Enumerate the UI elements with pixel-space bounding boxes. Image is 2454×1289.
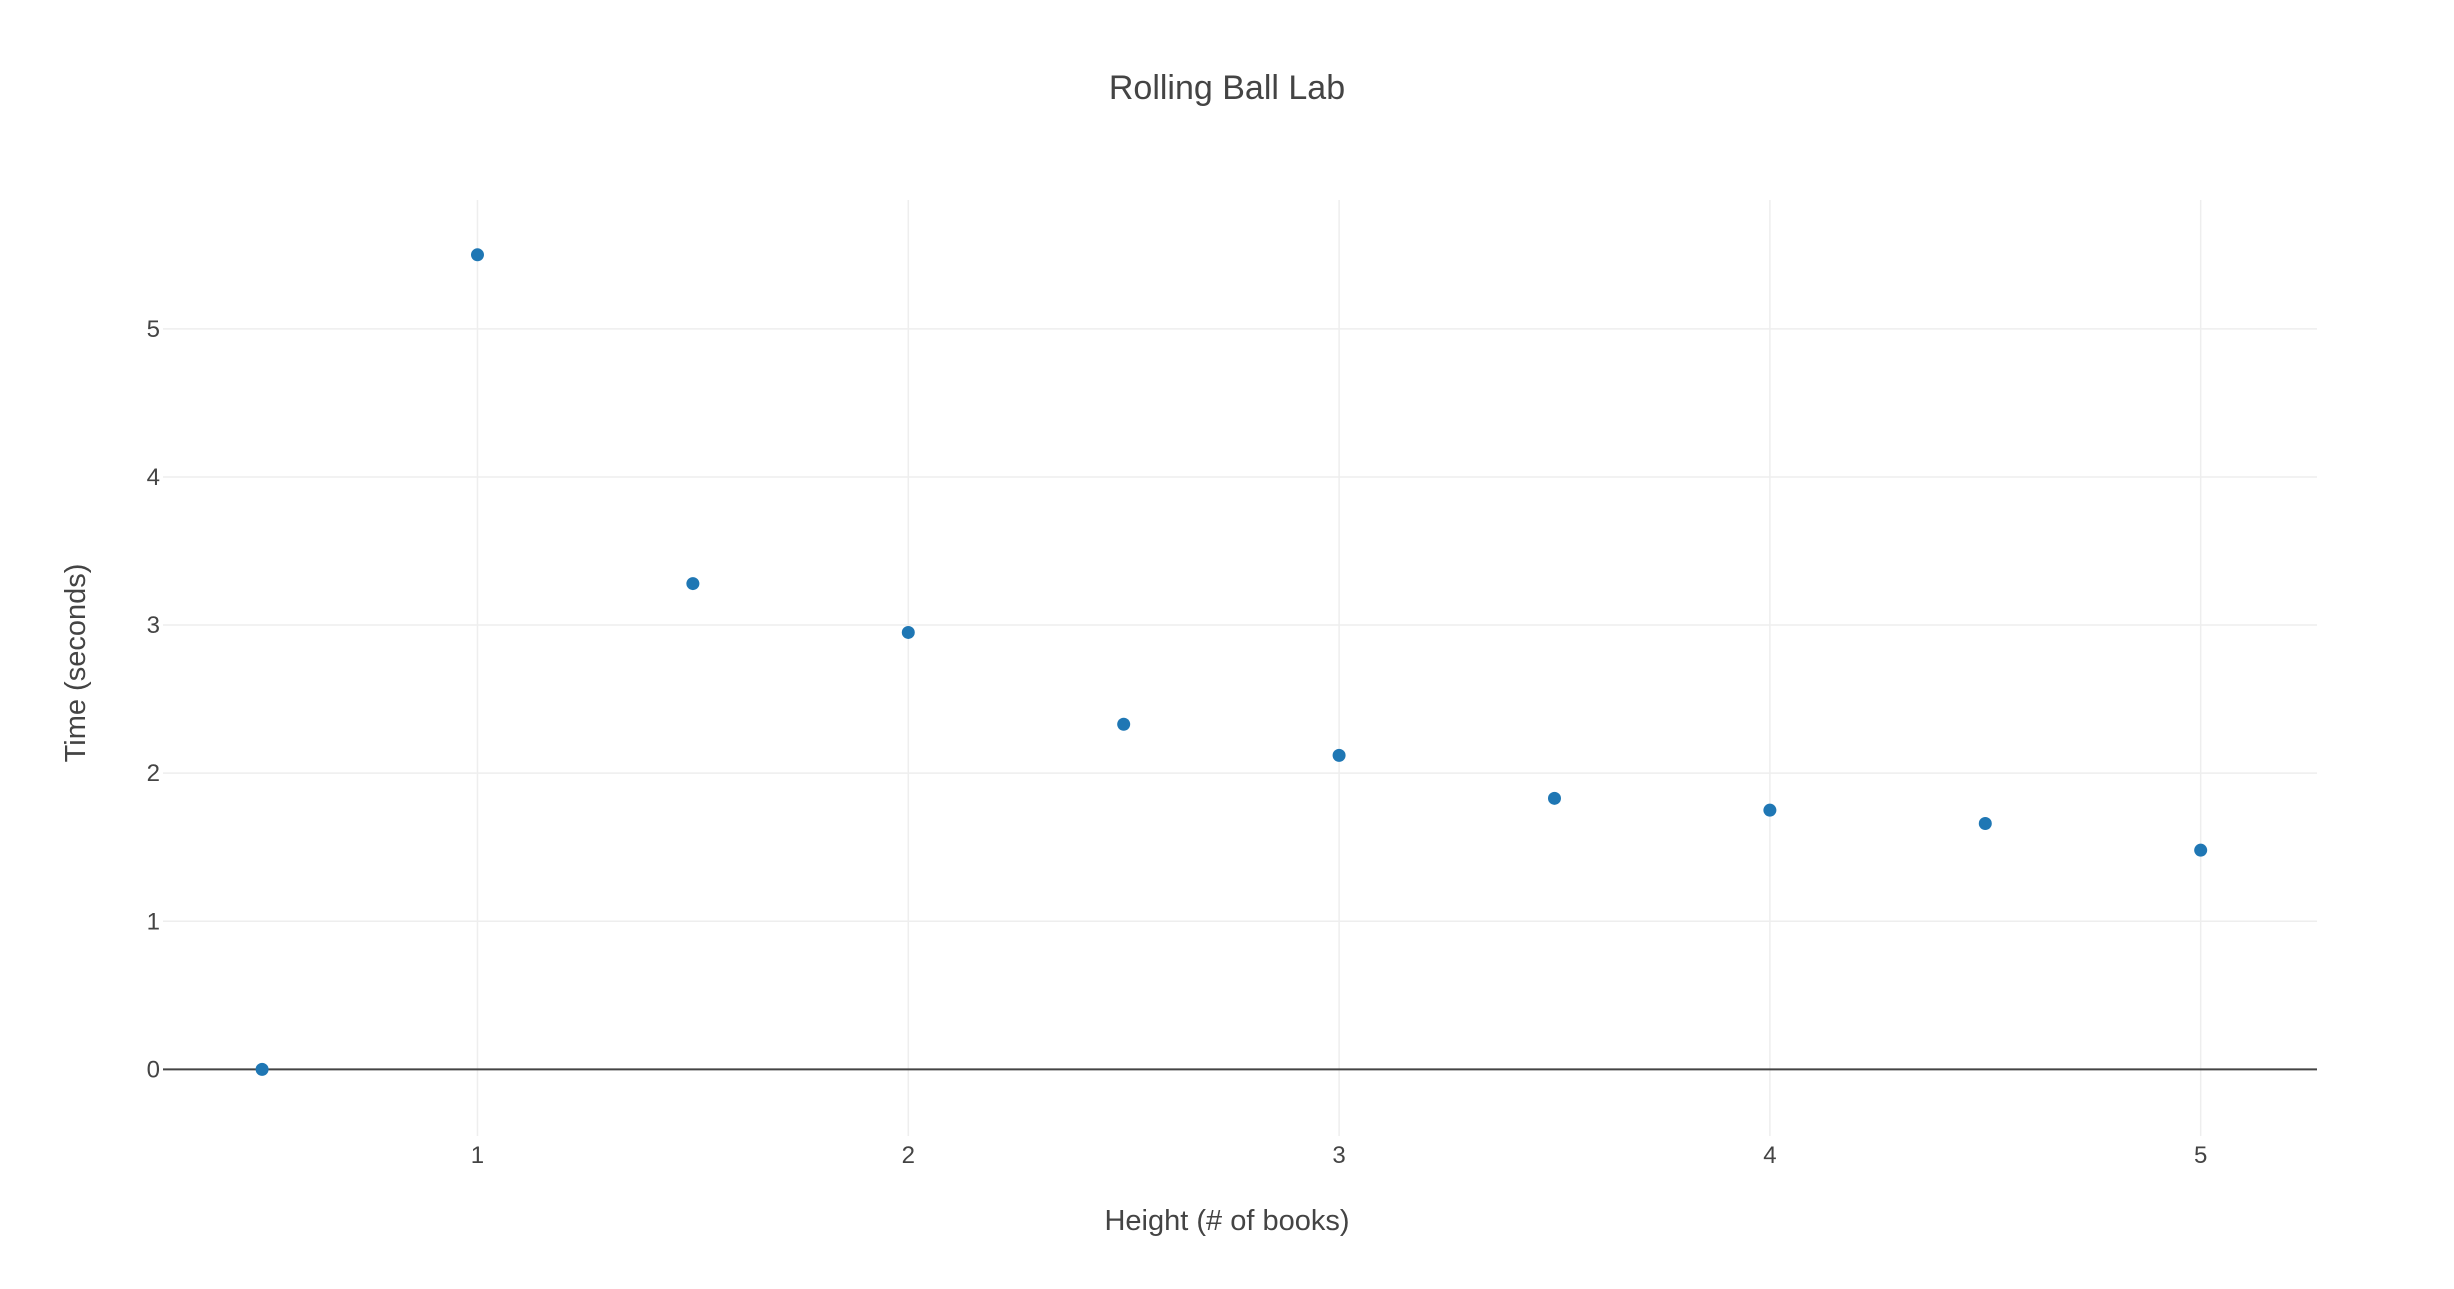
data-point[interactable]: [1547, 791, 1561, 805]
x-tick-label: 5: [2194, 1142, 2207, 1169]
chart-title: Rolling Ball Lab: [1109, 69, 1345, 107]
axis-layer: 1 2 3 4 5 0 1 2 3 4 5: [147, 316, 2208, 1169]
points-layer: [255, 248, 2208, 1076]
data-point[interactable]: [686, 577, 700, 591]
data-point[interactable]: [1763, 803, 1777, 817]
x-axis-title: Height (# of books): [1104, 1205, 1349, 1237]
data-point[interactable]: [1117, 717, 1131, 731]
data-point[interactable]: [255, 1062, 269, 1076]
y-tick-label: 2: [147, 760, 160, 787]
y-tick-label: 4: [147, 464, 160, 491]
data-point[interactable]: [901, 625, 915, 639]
grid-layer: [163, 200, 2317, 1136]
data-point[interactable]: [470, 248, 484, 262]
x-tick-label: 2: [902, 1142, 915, 1169]
x-tick-label: 3: [1332, 1142, 1345, 1169]
y-tick-label: 0: [147, 1056, 160, 1083]
x-tick-label: 1: [471, 1142, 484, 1169]
data-point[interactable]: [1332, 748, 1346, 762]
x-tick-label: 4: [1763, 1142, 1776, 1169]
y-tick-label: 3: [147, 612, 160, 639]
y-tick-label: 5: [147, 316, 160, 343]
data-point[interactable]: [2194, 843, 2208, 857]
y-axis-title: Time (seconds): [60, 564, 92, 763]
data-point[interactable]: [1978, 817, 1992, 831]
y-tick-label: 1: [147, 908, 160, 935]
